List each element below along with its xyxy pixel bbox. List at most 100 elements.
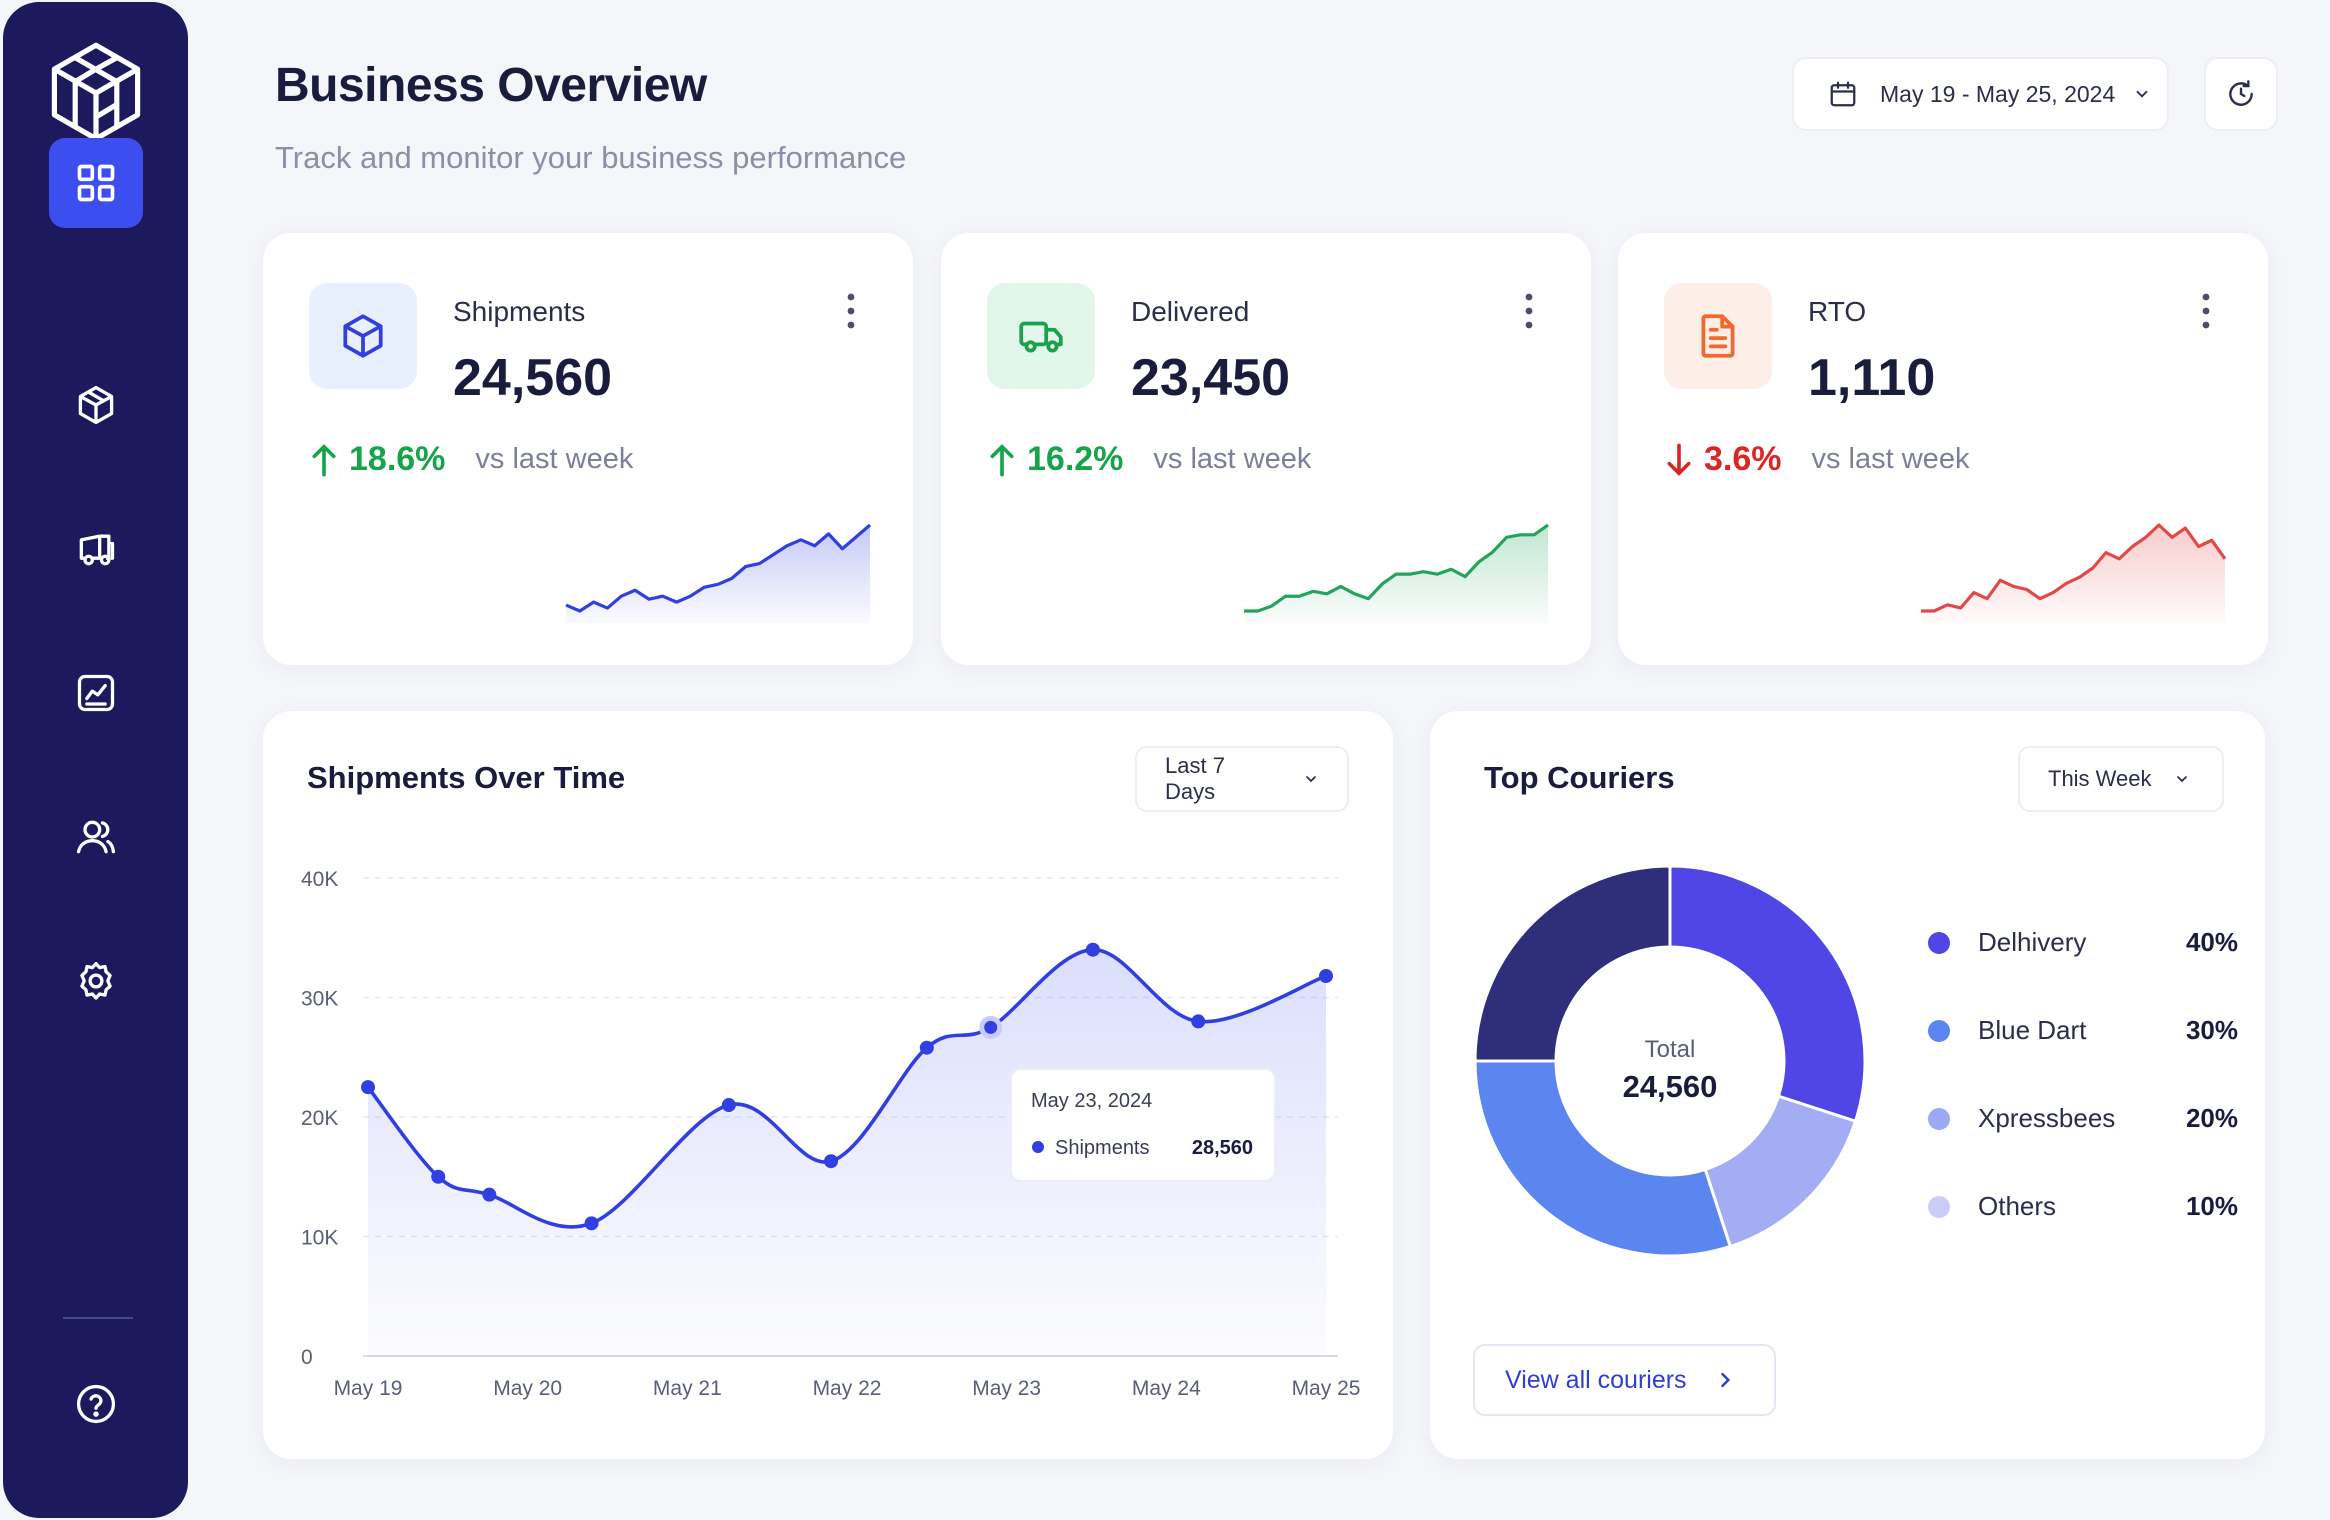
kpi-label: RTO [1808,296,1867,327]
nav-customers[interactable] [49,792,143,882]
y-tick-label: 10K [301,1227,338,1250]
legend-name: Blue Dart [1978,1015,2087,1045]
donut-segment[interactable] [1668,864,1867,1124]
legend-item: Blue Dart 30% [1928,1015,2238,1046]
data-point[interactable] [431,1169,446,1184]
kpi-vs-label: vs last week [475,443,634,475]
calendar-icon [1830,81,1856,107]
sparkline-area [566,525,870,623]
data-point[interactable] [361,1080,375,1095]
sparkline-line [565,523,872,613]
nav-help[interactable] [49,1359,143,1449]
kpi-change: 3.6% vs last week [1664,440,1969,479]
legend-item: Delhivery 40% [1928,927,2238,958]
legend-pct: 10% [2185,1191,2238,1221]
more-vertical-icon[interactable] [1522,291,1536,331]
top-couriers-panel: Top Couriers This Week Total 24,560 [1430,711,2265,1459]
chevron-down-icon [1306,776,1316,783]
donut-total-label: Total [1645,1036,1696,1063]
kpi-sparkline [1921,523,2227,623]
chevron-down-icon [2176,776,2187,783]
kpi-card-rto: RTO 1,110 3.6% vs last week [1618,233,2268,665]
data-point[interactable] [584,1216,599,1231]
legend-name: Others [1978,1191,2057,1221]
users-icon [76,820,116,854]
kpi-sparkline [1244,523,1549,623]
legend-pct: 20% [2185,1103,2238,1133]
panel-title: Top Couriers [1484,760,1675,795]
truck-icon [1019,321,1063,353]
donut-segment[interactable] [1473,1059,1733,1258]
legend-item: Others 10% [1928,1191,2238,1222]
nav-analytics[interactable] [49,648,143,738]
donut-segment[interactable] [1473,864,1672,1063]
kpi-value: 23,450 [1131,349,1291,407]
kpi-label: Delivered [1131,296,1250,327]
page-title: Business Overview [275,59,707,112]
y-tick-label: 40K [301,868,338,891]
x-tick-label: May 21 [653,1377,722,1400]
view-all-couriers-button[interactable]: View all couriers [1473,1344,1776,1416]
kpi-change: 18.6% vs last week [309,440,633,479]
data-point[interactable] [1191,1014,1206,1029]
x-tick-label: May 20 [493,1377,562,1400]
kpi-change-value: 18.6% [349,440,446,478]
logo-icon [51,42,141,142]
legend-item: Xpressbees 20% [1928,1103,2238,1134]
data-point[interactable] [824,1154,839,1169]
kpi-icon-wrap [987,283,1095,389]
x-tick-label: May 25 [1292,1377,1361,1400]
couriers-donut-chart: Total 24,560 [1473,864,1867,1258]
data-point[interactable] [1319,968,1333,983]
x-tick-label: May 23 [972,1377,1041,1400]
document-icon [1701,314,1735,358]
arrow-up-icon [990,443,1014,476]
kpi-label: Shipments [453,296,586,327]
time-range-dropdown[interactable]: Last 7 Days [1135,746,1349,812]
chevron-right-icon [1720,1372,1730,1388]
kpi-change-value: 16.2% [1027,440,1124,478]
truck-icon [79,534,115,566]
data-point[interactable] [979,1015,1003,1039]
kpi-card-shipments: Shipments 24,560 18.6% vs last week [263,233,913,665]
nav-dashboard[interactable] [49,138,143,228]
donut-total-value: 24,560 [1623,1069,1718,1104]
x-tick-label: May 24 [1132,1377,1201,1400]
kpi-change: 16.2% vs last week [987,440,1311,479]
data-point[interactable] [1085,942,1100,957]
chart-tooltip: May 23, 2024 Shipments 28,560 [1010,1068,1276,1182]
date-range-picker[interactable]: May 19 - May 25, 2024 [1792,57,2169,131]
box-icon [78,385,114,425]
y-tick-label: 0 [301,1346,313,1369]
legend-pct: 40% [2185,927,2238,957]
refresh-icon [2229,80,2253,106]
kpi-vs-label: vs last week [1153,443,1312,475]
donut-segment[interactable] [1703,1094,1858,1249]
legend-dot [1928,1107,1950,1130]
chart-icon [77,674,115,712]
legend-name: Delhivery [1978,927,2087,957]
legend-dot [1928,931,1950,954]
y-tick-label: 30K [301,988,338,1011]
gear-icon [80,961,112,1000]
legend-name: Xpressbees [1978,1103,2116,1133]
data-point[interactable] [721,1098,736,1113]
page-subtitle: Track and monitor your business performa… [275,140,907,175]
more-vertical-icon[interactable] [2199,291,2213,331]
refresh-button[interactable] [2204,57,2278,131]
data-point[interactable] [919,1040,934,1055]
kpi-value: 24,560 [453,349,613,407]
kpi-icon-wrap [309,283,417,389]
shipments-over-time-panel: Shipments Over Time Last 7 Days 0 10K 20K 3… [263,711,1393,1459]
kpi-change-value: 3.6% [1704,440,1782,478]
nav-delivery[interactable] [49,504,143,594]
kpi-icon-wrap [1664,283,1772,389]
data-point[interactable] [482,1187,497,1202]
more-vertical-icon[interactable] [844,291,858,331]
nav-shipments[interactable] [49,360,143,450]
sparkline-area [1921,525,2225,623]
nav-settings[interactable] [49,936,143,1026]
kpi-vs-label: vs last week [1811,443,1970,475]
period-dropdown[interactable]: This Week [2018,746,2224,812]
x-tick-label: May 22 [813,1377,882,1400]
